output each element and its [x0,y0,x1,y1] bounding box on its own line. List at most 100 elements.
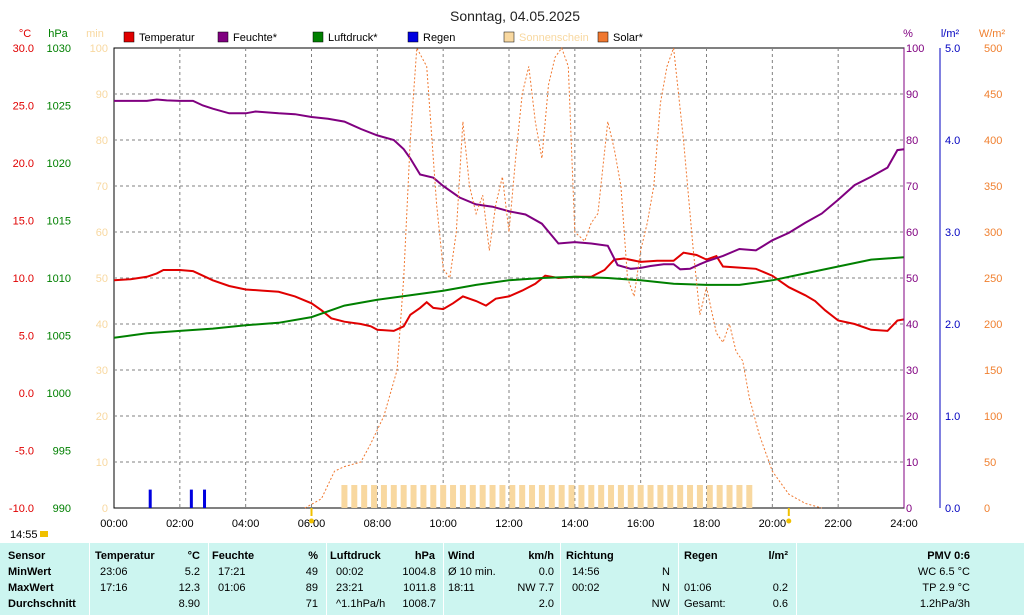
stats-temp-value: 12.3 [178,582,200,594]
sunshine-bar [380,485,387,508]
sunshine-bar [430,485,437,508]
solar-tick: 250 [984,273,1002,285]
stats-hum-time: 17:21 [218,566,246,578]
stats-temp-value: 8.90 [178,598,200,610]
humidity-tick: 80 [906,135,918,147]
x-tick: 12:00 [495,518,523,530]
stats-header-dir: Richtung [566,550,614,562]
sunshine-bar [390,485,397,508]
sunshine-bar [677,485,684,508]
stats-rain-value [738,566,788,580]
stats-header-hum: Feuchte [212,550,255,562]
x-tick: 20:00 [759,518,787,530]
pressure-tick: 990 [53,503,71,515]
pressure-tick: 1030 [47,43,71,55]
legend-label: Sonnenschein [519,32,589,44]
stats-press-time: 00:02 [336,566,364,578]
stats-rain-time: Gesamt: [684,598,726,610]
axis-header-solar: W/m² [979,28,1006,40]
legend-item: Luftdruck* [312,31,378,44]
solar-tick: 450 [984,89,1002,101]
sunshine-bar [568,485,575,508]
stats-pmv-value: 1.2hPa/3h [919,598,970,610]
axis-header-minutes: min [86,28,104,40]
stats-press-value: 1008.7 [402,598,436,610]
stats-wind-value: 0.0 [538,566,554,578]
legend-swatch [503,31,515,43]
humidity-tick: 50 [906,273,918,285]
sunshine-bar [706,485,713,508]
pressure-tick: 1010 [47,273,71,285]
humidity-tick: 40 [906,319,918,331]
temp-tick: -10.0 [9,503,34,515]
minutes-tick: 30 [96,365,108,377]
minutes-tick: 0 [102,503,108,515]
legend-swatch [123,31,135,43]
series-line-pressure [113,256,905,339]
stats-row-label: Durchschnitt [8,598,76,610]
sunshine-bar [410,485,417,508]
sunshine-bar [469,485,476,508]
stats-header-hum-unit: % [308,550,318,562]
rain-bar [189,489,193,508]
legend-swatch [217,31,229,43]
sunshine-bar [726,485,733,508]
stats-divider [208,543,209,615]
sunshine-bar [509,485,516,508]
minutes-tick: 50 [96,273,108,285]
sunshine-bar [420,485,427,508]
legend-label: Feuchte* [233,32,278,44]
sunshine-bar [736,485,743,508]
sunshine-bar [459,485,466,508]
stats-dir-time: 00:02 [572,582,600,594]
solar-tick: 350 [984,181,1002,193]
x-tick: 16:00 [627,518,655,530]
stats-header-wind-unit: km/h [528,550,554,562]
stats-rain-time [684,566,744,580]
temp-tick: 10.0 [13,273,34,285]
sunshine-bar [371,485,378,508]
stats-hum-time [218,598,268,612]
x-tick: 02:00 [166,518,194,530]
axis-header-rain: l/m² [941,28,960,40]
series-line-solar [304,46,822,509]
x-tick: 00:00 [100,518,128,530]
stats-header-rain: Regen [684,550,718,562]
sunshine-bar [341,485,348,508]
stats-pmv-value: WC 6.5 °C [917,566,970,578]
humidity-tick: 90 [906,89,918,101]
minutes-tick: 80 [96,135,108,147]
stats-wind-time: 18:11 [448,582,475,594]
current-time-marker [40,531,48,537]
stats-wind-value: NW 7.7 [517,582,554,594]
humidity-tick: 60 [906,227,918,239]
x-tick: 18:00 [693,518,721,530]
legend-label: Solar* [613,32,644,44]
sunshine-bar [519,485,526,508]
sunshine-bar [489,485,496,508]
solar-tick: 200 [984,319,1002,331]
temp-tick: -5.0 [15,446,34,458]
pressure-tick: 1000 [47,388,71,400]
axis-header-pressure: hPa [48,28,68,40]
stats-header-press-unit: hPa [414,550,435,562]
stats-header-temp-unit: °C [187,550,200,562]
stats-divider [560,543,561,615]
stats-wind-value: 2.0 [538,598,554,610]
sunshine-bar [588,485,595,508]
sunshine-bar [351,485,358,508]
humidity-tick: 0 [906,503,912,515]
solar-tick: 400 [984,135,1002,147]
stats-wind-time: Ø 10 min. [448,566,496,578]
pressure-tick: 1005 [47,331,71,343]
stats-divider [326,543,327,615]
stats-dir-value: NW [651,598,670,610]
solar-tick: 300 [984,227,1002,239]
x-tick: 06:00 [298,518,326,530]
stats-hum-time: 01:06 [218,582,246,594]
solar-tick: 50 [984,457,996,469]
minutes-tick: 90 [96,89,108,101]
sunshine-bar [558,485,565,508]
humidity-tick: 10 [906,457,918,469]
legend-label: Temperatur [139,32,195,44]
